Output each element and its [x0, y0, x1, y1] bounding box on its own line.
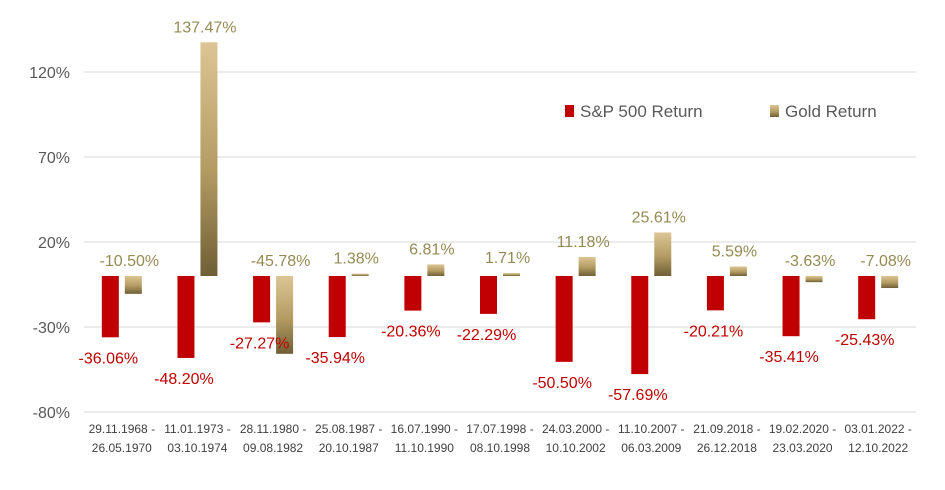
sp500-bar	[404, 276, 422, 311]
y-tick-label: 120%	[29, 65, 70, 82]
x-tick-label: 11.10.2007 -	[618, 422, 685, 436]
sp500-bar	[480, 276, 497, 314]
gold-bar	[276, 276, 294, 354]
bars	[101, 42, 899, 375]
gold-data-label: 137.47%	[173, 19, 236, 36]
sp500-bar	[631, 276, 649, 375]
x-tick-label: 03.10.1974	[167, 441, 227, 455]
legend-swatch-sp500	[565, 105, 574, 117]
x-tick-label: 08.10.1998	[470, 441, 530, 455]
sp500-data-label: -57.69%	[608, 387, 668, 404]
legend-swatch-gold	[770, 105, 779, 117]
x-tick-label: 26.12.2018	[697, 441, 757, 455]
gold-bar	[200, 42, 218, 277]
sp500-bar	[782, 276, 800, 337]
x-tick-label: 11.10.1990	[395, 441, 454, 455]
sp500-bar	[706, 276, 724, 311]
x-tick-label: 21.09.2018 -	[693, 422, 760, 436]
sp500-bar	[253, 276, 271, 323]
x-tick-label: 19.02.2020 -	[769, 422, 836, 436]
x-tick-label: 29.11.1968 -	[89, 422, 156, 436]
y-axis: -80% -30% 20% 70% 120%	[29, 65, 70, 422]
y-tick-label: -80%	[33, 405, 70, 422]
sp500-bar	[858, 276, 876, 320]
x-tick-label: 26.05.1970	[92, 441, 152, 455]
x-tick-label: 12.10.2022	[848, 441, 908, 455]
sp500-data-label: -27.27%	[230, 335, 290, 352]
sp500-data-label: -20.36%	[381, 324, 441, 341]
gold-bar	[654, 232, 672, 276]
grid	[84, 71, 916, 413]
x-tick-label: 10.10.2002	[546, 441, 606, 455]
sp500-data-label: -20.21%	[684, 323, 744, 340]
data-labels: -36.06% -10.50% -48.20% 137.47% -27.27% -45.7…	[79, 19, 912, 404]
gold-data-label: 11.18%	[557, 234, 610, 251]
gold-data-label: 25.61%	[632, 209, 686, 226]
sp500-bar	[555, 276, 573, 362]
gold-bar	[427, 264, 445, 276]
gold-data-label: -45.78%	[251, 253, 311, 270]
legend: S&P 500 Return Gold Return	[565, 102, 877, 121]
sp500-data-label: -48.20%	[154, 371, 214, 388]
gold-bar	[503, 273, 520, 276]
legend-label-gold: Gold Return	[785, 102, 877, 121]
gold-data-label: 1.71%	[485, 250, 530, 267]
x-tick-label: 25.08.1987 -	[315, 422, 382, 436]
sp500-bar	[101, 276, 119, 338]
sp500-data-label: -36.06%	[79, 350, 139, 367]
sp500-bar	[328, 276, 346, 338]
sp500-data-label: -35.41%	[759, 349, 819, 366]
y-tick-label: -30%	[33, 320, 70, 337]
gold-bar	[881, 276, 899, 289]
x-tick-label: 23.03.2020	[773, 441, 833, 455]
gold-data-label: -10.50%	[100, 253, 160, 270]
x-tick-label: 09.08.1982	[243, 441, 303, 455]
x-tick-label: 16.07.1990 -	[391, 422, 458, 436]
x-tick-label: 17.07.1998 -	[466, 422, 533, 436]
y-tick-label: 20%	[38, 235, 70, 252]
x-tick-label: 06.03.2009	[621, 441, 681, 455]
gold-bar	[805, 276, 823, 283]
x-tick-label: 28.11.1980 -	[240, 422, 307, 436]
gold-data-label: -7.08%	[860, 253, 911, 270]
y-tick-label: 70%	[38, 150, 70, 167]
x-tick-label: 20.10.1987	[319, 441, 379, 455]
gold-data-label: -3.63%	[785, 253, 836, 270]
gold-bar	[729, 266, 747, 276]
x-tick-label: 03.01.2022 -	[844, 422, 911, 436]
gold-data-label: 1.38%	[334, 251, 379, 268]
legend-label-sp500: S&P 500 Return	[580, 102, 703, 121]
sp500-data-label: -25.43%	[835, 332, 895, 349]
sp500-data-label: -50.50%	[532, 375, 592, 392]
sp500-bar	[177, 276, 195, 358]
sp500-data-label: -22.29%	[457, 327, 517, 344]
sp500-data-label: -35.94%	[305, 350, 365, 367]
gold-data-label: 6.81%	[409, 241, 454, 258]
gold-bar	[578, 256, 596, 276]
gold-bar	[351, 273, 369, 276]
x-tick-label: 11.01.1973 -	[164, 422, 231, 436]
x-axis: 29.11.1968 - 26.05.1970 11.01.1973 - 03.10.…	[89, 422, 912, 455]
gold-bar	[124, 276, 142, 294]
gold-data-label: 5.59%	[712, 243, 757, 260]
x-tick-label: 24.03.2000 -	[542, 422, 609, 436]
